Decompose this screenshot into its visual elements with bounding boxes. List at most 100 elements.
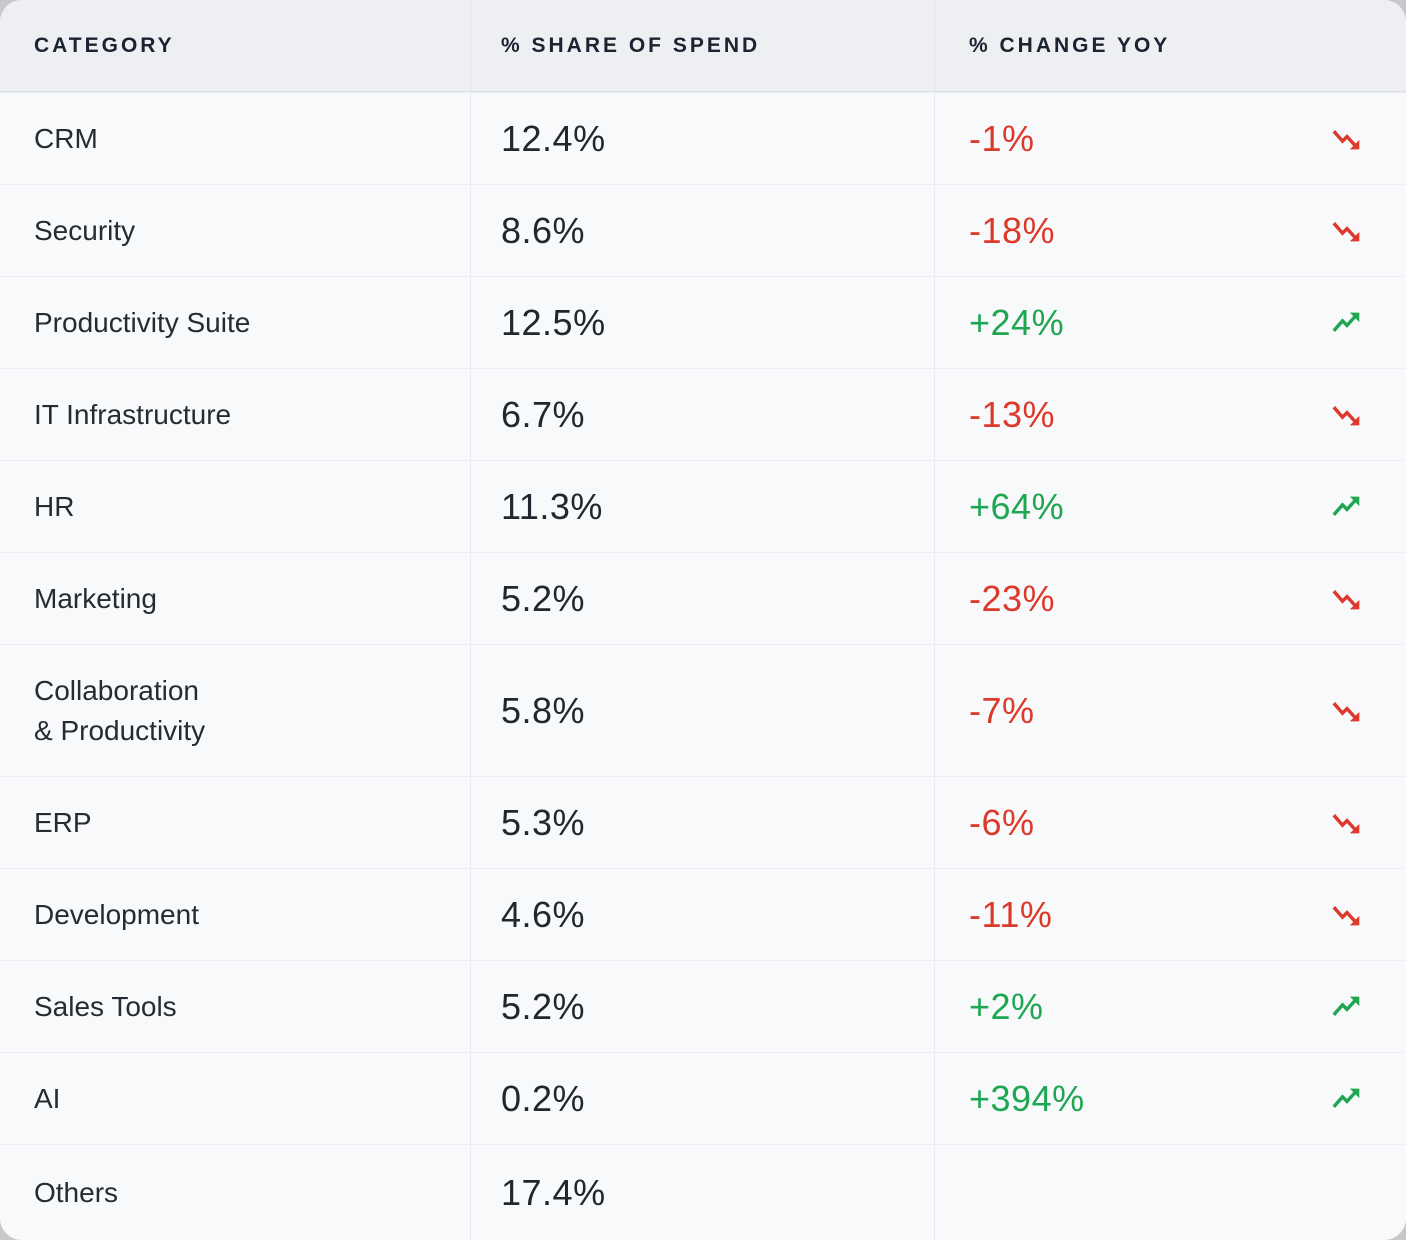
change-cell: +394% bbox=[934, 1053, 1406, 1144]
category-cell: Others bbox=[0, 1145, 470, 1240]
share-value: 5.3% bbox=[501, 801, 586, 843]
trending-down-icon bbox=[1328, 692, 1366, 730]
change-column-label: % CHANGE YOY bbox=[969, 33, 1171, 57]
header-cell-change: % CHANGE YOY bbox=[934, 0, 1406, 91]
share-cell: 6.7% bbox=[470, 369, 934, 460]
category-cell: Collaboration & Productivity bbox=[0, 645, 470, 776]
share-value: 8.6% bbox=[501, 209, 586, 251]
change-cell: +64% bbox=[934, 461, 1406, 552]
trending-down-icon bbox=[1328, 212, 1366, 250]
share-cell: 12.4% bbox=[470, 93, 934, 184]
table-row: Productivity Suite 12.5% +24% bbox=[0, 276, 1406, 368]
change-cell: -23% bbox=[934, 553, 1406, 644]
table-row: AI 0.2% +394% bbox=[0, 1052, 1406, 1144]
share-value: 12.4% bbox=[501, 117, 606, 159]
change-value: +24% bbox=[969, 301, 1065, 343]
change-cell: +24% bbox=[934, 277, 1406, 368]
share-cell: 5.2% bbox=[470, 553, 934, 644]
table-header-row: CATEGORY % SHARE OF SPEND % CHANGE YOY bbox=[0, 0, 1406, 92]
share-value: 5.2% bbox=[501, 577, 586, 619]
change-cell: -1% bbox=[934, 93, 1406, 184]
category-label: Sales Tools bbox=[34, 990, 177, 1022]
share-value: 5.2% bbox=[501, 985, 586, 1027]
trending-down-icon bbox=[1328, 896, 1366, 934]
category-label: Marketing bbox=[34, 582, 157, 614]
share-cell: 12.5% bbox=[470, 277, 934, 368]
table-row: CRM 12.4% -1% bbox=[0, 92, 1406, 184]
category-cell: Productivity Suite bbox=[0, 277, 470, 368]
trending-down-icon bbox=[1328, 120, 1366, 158]
header-cell-category: CATEGORY bbox=[0, 0, 470, 91]
category-label: Others bbox=[34, 1176, 119, 1208]
category-label: HR bbox=[34, 490, 75, 522]
header-cell-share: % SHARE OF SPEND bbox=[470, 0, 934, 91]
category-cell: Sales Tools bbox=[0, 961, 470, 1052]
share-value: 5.8% bbox=[501, 689, 586, 731]
category-label: Development bbox=[34, 898, 199, 930]
change-cell bbox=[934, 1145, 1406, 1240]
trending-up-icon bbox=[1328, 1080, 1366, 1118]
share-value: 17.4% bbox=[501, 1171, 606, 1213]
share-cell: 4.6% bbox=[470, 869, 934, 960]
change-value: +394% bbox=[969, 1077, 1085, 1119]
category-label: CRM bbox=[34, 122, 98, 154]
table-row: Marketing 5.2% -23% bbox=[0, 552, 1406, 644]
category-column-label: CATEGORY bbox=[34, 33, 175, 57]
change-cell: -11% bbox=[934, 869, 1406, 960]
share-cell: 0.2% bbox=[470, 1053, 934, 1144]
change-value: -23% bbox=[969, 577, 1056, 619]
change-cell: -18% bbox=[934, 185, 1406, 276]
category-label: Security bbox=[34, 214, 136, 246]
table-body: CRM 12.4% -1% bbox=[0, 92, 1406, 1240]
table-row: HR 11.3% +64% bbox=[0, 460, 1406, 552]
share-value: 12.5% bbox=[501, 301, 606, 343]
share-value: 6.7% bbox=[501, 393, 586, 435]
category-label: AI bbox=[34, 1082, 61, 1114]
table-row: IT Infrastructure 6.7% -13% bbox=[0, 368, 1406, 460]
trending-up-icon bbox=[1328, 304, 1366, 342]
table-row: Sales Tools 5.2% +2% bbox=[0, 960, 1406, 1052]
category-cell: HR bbox=[0, 461, 470, 552]
change-value: -11% bbox=[969, 893, 1053, 935]
table-row: ERP 5.3% -6% bbox=[0, 776, 1406, 868]
category-cell: AI bbox=[0, 1053, 470, 1144]
trending-up-icon bbox=[1328, 488, 1366, 526]
share-cell: 11.3% bbox=[470, 461, 934, 552]
category-cell: Marketing bbox=[0, 553, 470, 644]
change-value: -13% bbox=[969, 393, 1056, 435]
category-label: Collaboration & Productivity bbox=[34, 675, 206, 746]
change-cell: -7% bbox=[934, 645, 1406, 776]
trending-up-icon bbox=[1328, 988, 1366, 1026]
category-cell: IT Infrastructure bbox=[0, 369, 470, 460]
category-label: Productivity Suite bbox=[34, 306, 251, 338]
share-column-label: % SHARE OF SPEND bbox=[501, 33, 761, 57]
change-value: +64% bbox=[969, 485, 1065, 527]
category-cell: Security bbox=[0, 185, 470, 276]
category-cell: Development bbox=[0, 869, 470, 960]
trending-down-icon bbox=[1328, 580, 1366, 618]
share-value: 0.2% bbox=[501, 1077, 586, 1119]
share-value: 11.3% bbox=[501, 485, 603, 527]
category-label: IT Infrastructure bbox=[34, 398, 232, 430]
trending-down-icon bbox=[1328, 396, 1366, 434]
table-row: Security 8.6% -18% bbox=[0, 184, 1406, 276]
share-cell: 5.2% bbox=[470, 961, 934, 1052]
table-row: Collaboration & Productivity 5.8% -7% bbox=[0, 644, 1406, 776]
change-cell: +2% bbox=[934, 961, 1406, 1052]
category-cell: CRM bbox=[0, 93, 470, 184]
change-value: -1% bbox=[969, 117, 1035, 159]
table-row: Development 4.6% -11% bbox=[0, 868, 1406, 960]
change-value: -6% bbox=[969, 801, 1035, 843]
change-cell: -13% bbox=[934, 369, 1406, 460]
change-value: -18% bbox=[969, 209, 1056, 251]
category-cell: ERP bbox=[0, 777, 470, 868]
table-row: Others 17.4% bbox=[0, 1144, 1406, 1240]
share-cell: 5.8% bbox=[470, 645, 934, 776]
trending-down-icon bbox=[1328, 804, 1366, 842]
change-cell: -6% bbox=[934, 777, 1406, 868]
change-value: -7% bbox=[969, 689, 1035, 731]
share-cell: 5.3% bbox=[470, 777, 934, 868]
change-value: +2% bbox=[969, 985, 1044, 1027]
share-cell: 17.4% bbox=[470, 1145, 934, 1240]
